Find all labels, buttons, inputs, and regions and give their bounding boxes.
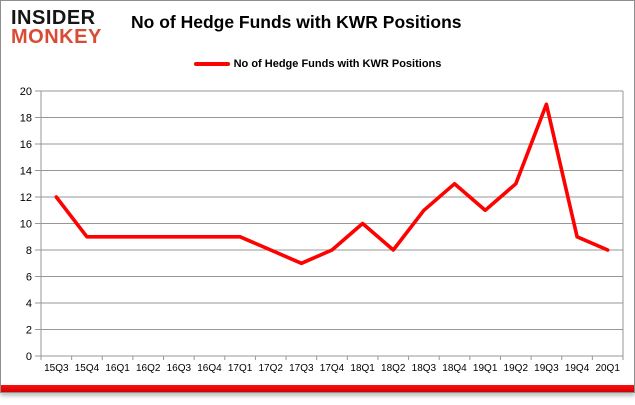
x-tick-label: 17Q4 [320, 363, 345, 374]
bottom-red-bar [1, 385, 634, 392]
x-tick-label: 18Q4 [442, 363, 467, 374]
x-tick-label: 16Q4 [197, 363, 222, 374]
y-tick-label: 12 [20, 192, 32, 204]
x-tick-label: 19Q2 [504, 363, 529, 374]
chart-card: INSIDER MONKEY No of Hedge Funds with KW… [0, 0, 635, 393]
x-tick-label: 16Q3 [167, 363, 192, 374]
legend-line-marker [193, 62, 230, 66]
y-tick-label: 0 [26, 351, 32, 363]
x-tick-label: 16Q2 [136, 363, 161, 374]
x-tick-label: 18Q3 [412, 363, 437, 374]
x-tick-label: 18Q1 [350, 363, 375, 374]
logo-line2: MONKEY [11, 26, 102, 48]
y-tick-label: 18 [20, 113, 32, 125]
x-tick-label: 15Q4 [75, 363, 100, 374]
x-tick-label: 18Q2 [381, 363, 406, 374]
chart-title: No of Hedge Funds with KWR Positions [131, 12, 462, 32]
y-tick-label: 20 [20, 86, 32, 98]
y-tick-label: 16 [20, 139, 32, 151]
y-tick-label: 6 [26, 272, 32, 284]
logo-line1: INSIDER [11, 7, 96, 29]
chart-legend: No of Hedge Funds with KWR Positions [1, 58, 634, 70]
y-tick-label: 14 [20, 166, 32, 178]
x-tick-label: 20Q1 [595, 363, 620, 374]
x-tick-label: 19Q1 [473, 363, 498, 374]
y-tick-label: 4 [26, 298, 32, 310]
x-tick-label: 15Q3 [44, 363, 69, 374]
x-tick-label: 19Q4 [565, 363, 590, 374]
x-tick-label: 19Q3 [534, 363, 559, 374]
data-line [54, 102, 610, 266]
x-tick-label: 16Q1 [105, 363, 130, 374]
insider-monkey-logo: INSIDER MONKEY [11, 7, 102, 48]
legend-label: No of Hedge Funds with KWR Positions [233, 58, 442, 70]
x-tick-label: 17Q2 [259, 363, 284, 374]
y-tick-label: 2 [26, 325, 32, 337]
x-tick-label: 17Q1 [228, 363, 253, 374]
line-chart: 0 2 4 6 8 10 12 14 16 18 20 15Q3 15Q4 16Q1 16Q2 16Q3 16Q… [20, 86, 624, 374]
y-tick-label: 8 [26, 245, 32, 257]
x-tick-label: 17Q3 [289, 363, 314, 374]
y-tick-label: 10 [20, 219, 32, 231]
